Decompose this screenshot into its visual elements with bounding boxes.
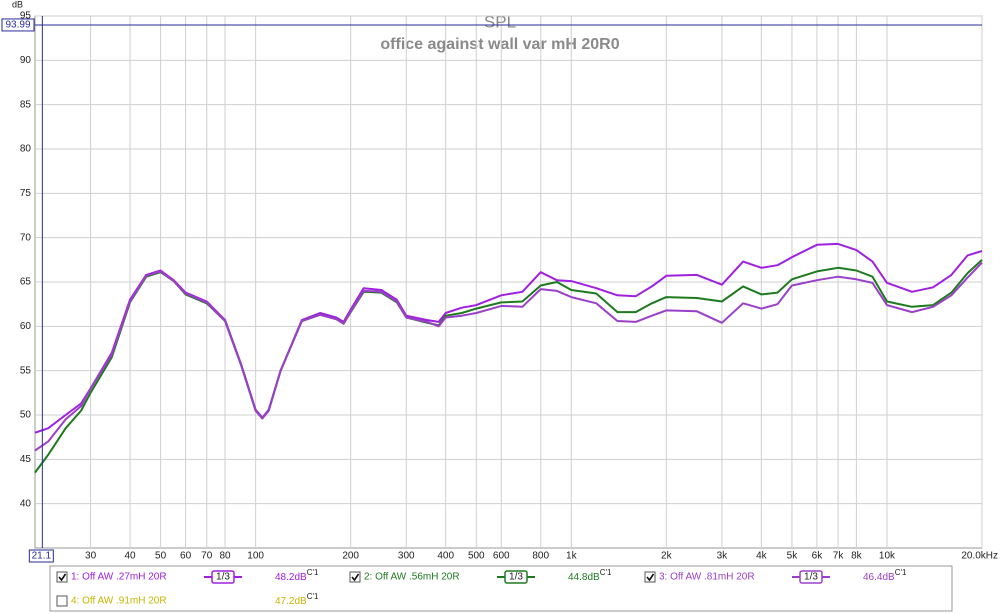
- smoothing-box[interactable]: [799, 570, 823, 584]
- grid: 40 45 50 55 60 65 70 75 80 85 90 95 30 40 50 60 70 80 100 2…: [20, 11, 998, 562]
- legend-checkbox[interactable]: [644, 571, 656, 583]
- checkmark: [58, 573, 67, 582]
- y-tick-label: 80: [20, 144, 32, 155]
- x-tick-label: 3k: [717, 551, 729, 562]
- x-tick-label: 80: [219, 551, 231, 562]
- smoothing-box[interactable]: [211, 570, 235, 584]
- x-tick-label: 10k: [879, 551, 896, 562]
- legend-name: 1: Off AW .27mH 20R: [71, 572, 167, 583]
- legend-name: 3: Off AW .81mH 20R: [659, 572, 755, 583]
- cursor-x-label: 21.1: [32, 551, 52, 562]
- level-value: 47.2dB: [275, 596, 307, 607]
- y-tick-label: 75: [20, 188, 32, 199]
- legend-level: 48.2dBC'1: [275, 568, 319, 583]
- legend-name: 2: Off AW .56mH 20R: [364, 572, 460, 583]
- y-tick-label: 65: [20, 277, 32, 288]
- smoothing-label: 1/3: [216, 572, 230, 583]
- cursor-y-label: 93.99: [5, 20, 30, 31]
- x-tick-label: 400: [437, 551, 454, 562]
- level-value: 46.4dB: [863, 572, 895, 583]
- x-tick-label: 500: [468, 551, 485, 562]
- y-tick-label: 50: [20, 410, 32, 421]
- legend-level: 47.2dBC'1: [275, 592, 319, 607]
- legend: 1: Off AW .27mH 20R 1/3 48.2dBC'1 2: Off AW…: [56, 568, 907, 607]
- x-tick-label: 800: [532, 551, 549, 562]
- curves: [34, 242, 983, 474]
- x-tick-label: 4k: [756, 551, 768, 562]
- x-tick-label: 70: [201, 551, 213, 562]
- x-tick-label: 7k: [833, 551, 845, 562]
- smoothing-box[interactable]: [504, 570, 528, 584]
- y-tick-label: 95: [20, 11, 32, 22]
- y-tick-label: 60: [20, 321, 32, 332]
- level-suffix: C'1: [600, 568, 612, 577]
- legend-checkbox[interactable]: [56, 571, 68, 583]
- level-suffix: C'1: [307, 592, 319, 601]
- legend-level: 46.4dBC'1: [863, 568, 907, 583]
- x-tick-label: 2k: [661, 551, 673, 562]
- checkmark: [351, 573, 360, 582]
- x-tick-label: 8k: [851, 551, 863, 562]
- x-tick-label: 1k: [566, 551, 578, 562]
- level-value: 44.8dB: [568, 572, 600, 583]
- y-tick-label: 70: [20, 232, 32, 243]
- x-tick-label: 300: [398, 551, 415, 562]
- legend-name: 4: Off AW .91mH 20R: [71, 596, 167, 607]
- x-tick-label: 200: [342, 551, 359, 562]
- x-tick-label: 20.0kHz: [961, 551, 998, 562]
- x-tick-label: 600: [493, 551, 510, 562]
- y-tick-label: 85: [20, 99, 32, 110]
- chart-subtitle: office against wall var mH 20R0: [380, 36, 619, 53]
- x-tick-label: 40: [124, 551, 136, 562]
- legend-checkbox[interactable]: [349, 571, 361, 583]
- y-tick-label: 40: [20, 498, 32, 509]
- x-tick-label: 50: [155, 551, 167, 562]
- level-value: 48.2dB: [275, 572, 307, 583]
- cursor-x-box: [28, 549, 54, 563]
- y-axis-label: dB: [12, 0, 23, 9]
- level-suffix: C'1: [895, 568, 907, 577]
- x-tick-label: 30: [85, 551, 97, 562]
- spl-curve: [34, 261, 983, 452]
- legend-checkbox[interactable]: [56, 595, 68, 607]
- y-tick-label: 90: [20, 55, 32, 66]
- y-tick-label: 55: [20, 365, 32, 376]
- x-tick-label: 6k: [812, 551, 824, 562]
- overlay: 93.99 21.1: [1, 16, 982, 563]
- smoothing-label: 1/3: [804, 572, 818, 583]
- chart-title: SPL: [484, 12, 516, 31]
- level-suffix: C'1: [307, 568, 319, 577]
- legend-level: 44.8dBC'1: [568, 568, 612, 583]
- smoothing-label: 1/3: [509, 572, 523, 583]
- x-tick-label: 60: [180, 551, 192, 562]
- x-tick-label: 100: [247, 551, 264, 562]
- x-tick-label: 5k: [787, 551, 799, 562]
- y-tick-label: 45: [20, 454, 32, 465]
- checkmark: [646, 573, 655, 582]
- cursor-y-box: [1, 18, 35, 32]
